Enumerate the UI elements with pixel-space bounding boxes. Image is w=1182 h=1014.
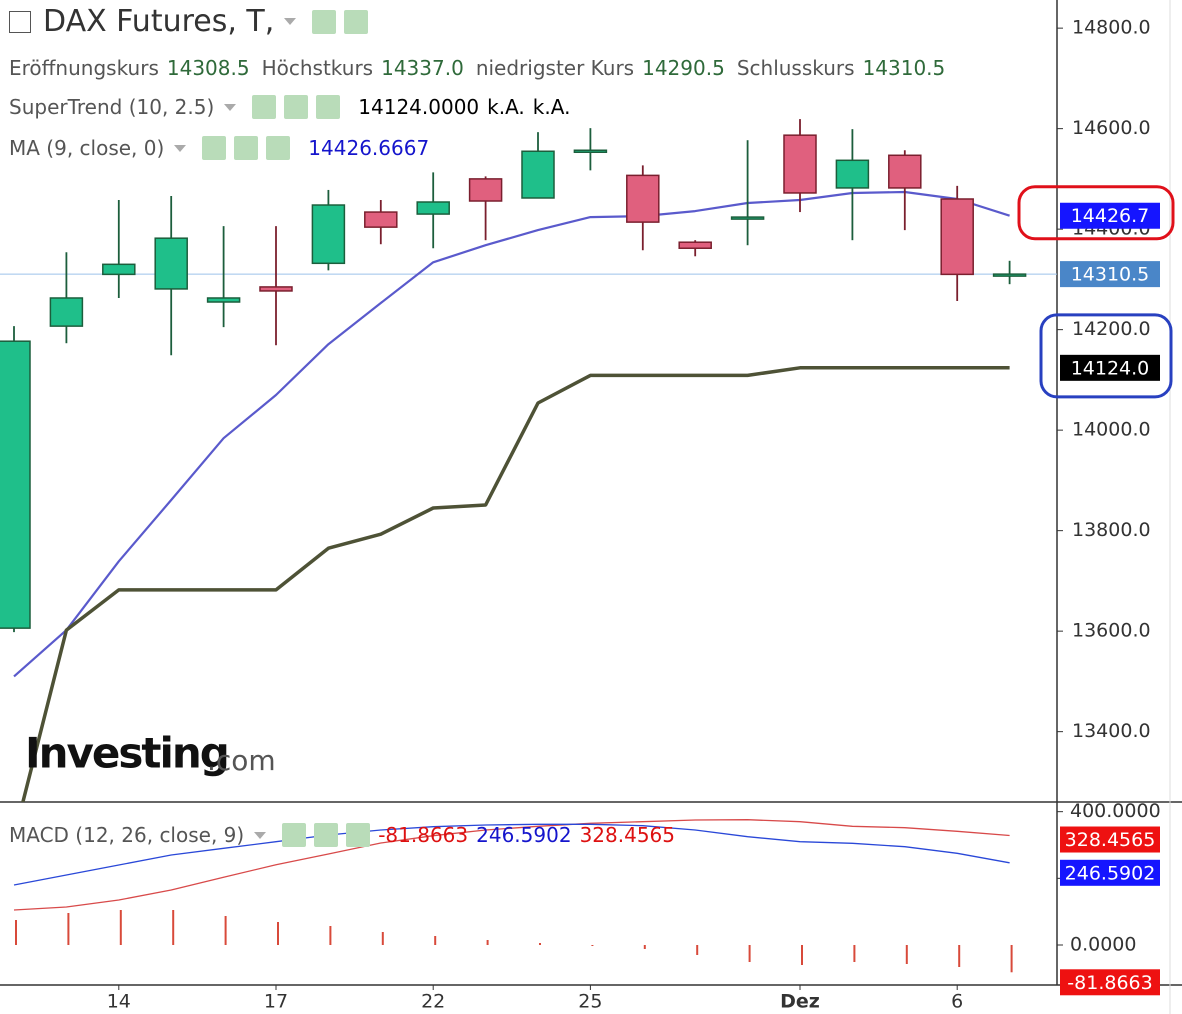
indicator-value: 14124.0000 [358,95,480,119]
y-tick-label: 14600.0 [1072,117,1151,139]
candle-body [678,241,712,249]
candle-body [259,286,293,292]
value-badge-bg [1060,826,1160,853]
candle-body [888,154,922,189]
ohlc-legend: Eröffnungskurs 14308.5 Höchstkurs 14337.0 ni… [9,56,957,80]
value-badge: -81.8663 [1067,972,1152,994]
macd-legend: MACD (12, 26, close, 9) -81.8663 246.590… [9,823,683,847]
indicator-name: MA (9, close, 0) [9,136,165,160]
legend-name: Höchstkurs [261,56,374,80]
x-tick-label: 25 [578,991,602,1013]
candle-body [992,273,1027,277]
legend-name: Eröffnungskurs [9,56,159,80]
highlight-outline [1017,185,1175,241]
indicator-value: 328.4565 [579,823,675,847]
legend-value: 14337.0 [381,56,464,80]
candle-body [416,201,450,215]
candle-body [49,297,84,327]
candle-body [102,263,136,276]
indicator-value: 14426.6667 [308,136,430,160]
value-badge: 14426.7 [1071,205,1150,227]
signal-line [13,819,1010,911]
indicator-name: MACD (12, 26, close, 9) [9,823,245,847]
value-badge: 14124.0 [1071,357,1150,379]
gear-icon[interactable] [284,95,309,119]
x-tick-label: 6 [951,991,963,1013]
y-tick-label: 0.0000 [1070,934,1136,956]
candle-body [626,174,660,223]
y-tick-label: 14200.0 [1072,318,1151,340]
y-tick-label: 13800.0 [1072,519,1151,541]
value-badge-bg [1060,354,1160,381]
value-badge: 246.5902 [1065,862,1156,884]
ma-legend: MA (9, close, 0) 14426.6667 [9,136,437,160]
x-tick-label: 17 [264,991,288,1013]
legend-name: Schlusskurs [736,56,855,80]
indicator-value: -81.8663 [378,823,469,847]
title-row: DAX Futures, T, [9,4,376,39]
value-badge-bg [1060,969,1160,996]
y-tick-label: 14000.0 [1072,419,1151,441]
eye-icon[interactable] [202,136,227,160]
candle-body [835,159,870,189]
eye-icon[interactable] [312,9,337,34]
collapse-box[interactable] [9,10,31,33]
legend-value: 14310.5 [862,56,946,80]
candle-body [573,149,608,154]
caret[interactable] [224,103,237,111]
candle-body [521,150,555,199]
value-badge: 328.4565 [1065,829,1156,851]
indicator-value: k.A. [532,95,571,119]
last-price-badge: 14310.5 [1071,264,1150,286]
candle-body [311,204,346,265]
indicator-line [21,366,1010,802]
candle-body [0,340,31,629]
y-tick-label: 400.0000 [1070,800,1161,822]
x-tick-label: 14 [107,991,131,1013]
close-icon[interactable] [266,136,291,160]
gear-icon[interactable] [234,136,259,160]
supertrend-legend: SuperTrend (10, 2.5) 14124.0000 k.A. k.A… [9,95,578,119]
candle-body [940,198,974,276]
caret[interactable] [174,144,187,152]
indicator-name: SuperTrend (10, 2.5) [9,95,215,119]
value-badge-bg [1060,859,1160,886]
indicator-value: k.A. [487,95,525,119]
y-tick-label: 13400.0 [1072,720,1151,742]
watermark-suffix: .com [207,744,276,777]
caret[interactable] [254,831,267,839]
eye-icon[interactable] [252,95,277,119]
legend-value: 14290.5 [642,56,725,80]
legend-value: 14308.5 [166,56,250,80]
y-tick-label: 14800.0 [1072,17,1151,39]
close-icon[interactable] [316,95,341,119]
candle-body [364,211,398,228]
x-tick-label: Dez [780,991,820,1013]
chart-title: DAX Futures, T, [43,4,275,39]
watermark-brand: Investing [25,729,228,778]
y-tick-label: 13600.0 [1072,620,1151,642]
highlight-outline [1039,313,1173,399]
macd-line [13,823,1010,886]
candle-body [206,297,241,303]
gear-icon[interactable] [314,823,339,847]
close-icon[interactable] [346,823,371,847]
indicator-line [13,190,1010,678]
x-tick-label: 22 [421,991,445,1013]
candle-body [468,178,503,202]
gear-icon[interactable] [344,9,369,34]
value-badge-bg [1060,202,1160,229]
candle-body [154,237,188,290]
candle-body [783,134,817,194]
indicator-value: 246.5902 [476,823,572,847]
legend-name: niedrigster Kurs [475,56,635,80]
caret[interactable] [284,18,297,25]
eye-icon[interactable] [282,823,307,847]
candle-body [730,216,765,220]
last-price-badge-bg [1060,261,1160,288]
